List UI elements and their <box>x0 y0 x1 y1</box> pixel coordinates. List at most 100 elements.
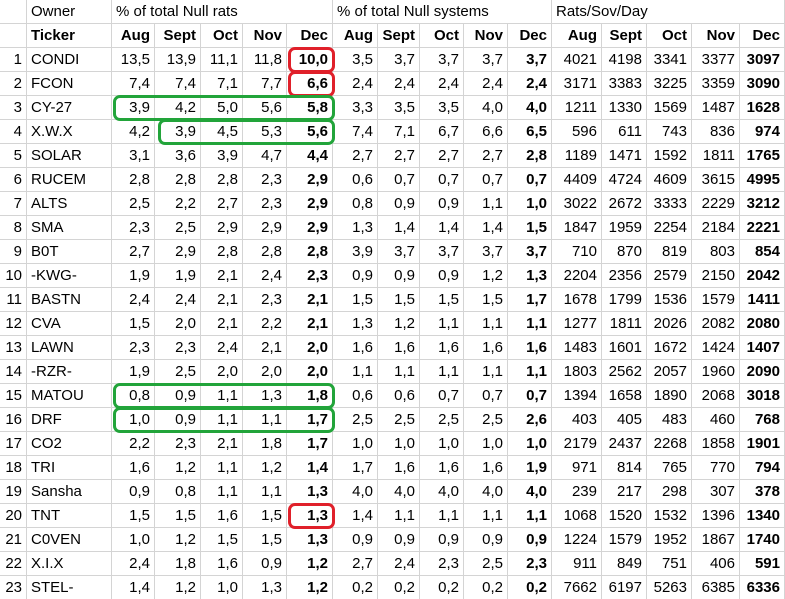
value-cell: 1,9 <box>155 264 201 288</box>
value-cell: 1330 <box>602 96 647 120</box>
value-cell: 1,5 <box>333 288 378 312</box>
highlight-box <box>288 503 335 529</box>
value-cell: 1396 <box>692 504 740 528</box>
value-cell: 1,5 <box>155 504 201 528</box>
row-number: 13 <box>0 336 27 360</box>
value-cell: 6385 <box>692 576 740 599</box>
value-cell: 2,1 <box>243 336 287 360</box>
value-cell: 4995 <box>740 168 785 192</box>
value-cell: 3,7 <box>508 48 552 72</box>
value-cell: 2,4 <box>420 72 464 96</box>
value-cell: 1,6 <box>508 336 552 360</box>
value-cell: 1,1 <box>333 360 378 384</box>
value-cell: 2,8 <box>201 240 243 264</box>
value-cell: 1,4 <box>287 456 333 480</box>
value-cell: 1,4 <box>464 216 508 240</box>
value-cell: 2057 <box>647 360 692 384</box>
value-cell: 2,9 <box>155 240 201 264</box>
value-cell: 3090 <box>740 72 785 96</box>
value-cell: 2,9 <box>243 216 287 240</box>
value-cell: 2,5 <box>464 408 508 432</box>
column-header: Oct <box>647 24 692 48</box>
value-cell: 1740 <box>740 528 785 552</box>
value-cell: 1532 <box>647 504 692 528</box>
value-cell: 1424 <box>692 336 740 360</box>
value-cell: 7,4 <box>333 120 378 144</box>
ticker: Sansha <box>27 480 112 504</box>
value-cell: 1068 <box>552 504 602 528</box>
value-cell: 765 <box>647 456 692 480</box>
value-cell: 1,6 <box>420 456 464 480</box>
value-cell: 1,6 <box>201 504 243 528</box>
value-cell: 1,9 <box>508 456 552 480</box>
value-cell: 4,4 <box>287 144 333 168</box>
value-cell: 1,0 <box>508 192 552 216</box>
value-cell: 3,7 <box>420 240 464 264</box>
value-cell: 1,5 <box>201 528 243 552</box>
value-cell: 2,2 <box>243 312 287 336</box>
value-cell: 1,8 <box>155 552 201 576</box>
value-cell: 6,6 <box>464 120 508 144</box>
value-cell: 2042 <box>740 264 785 288</box>
row-number: 10 <box>0 264 27 288</box>
value-cell: 1,2 <box>287 552 333 576</box>
value-cell: 1867 <box>692 528 740 552</box>
value-cell: 2,4 <box>155 288 201 312</box>
value-cell: 1,4 <box>378 216 420 240</box>
value-cell: 2,8 <box>243 240 287 264</box>
value-cell: 1,0 <box>464 432 508 456</box>
value-cell: 1,2 <box>287 576 333 599</box>
value-cell: 3,5 <box>378 96 420 120</box>
value-cell: 2,4 <box>201 336 243 360</box>
value-cell: 1,1 <box>464 312 508 336</box>
value-cell: 2179 <box>552 432 602 456</box>
ticker: X.W.X <box>27 120 112 144</box>
value-cell: 1277 <box>552 312 602 336</box>
value-cell: 1569 <box>647 96 692 120</box>
value-cell: 836 <box>692 120 740 144</box>
value-cell: 2,7 <box>333 552 378 576</box>
value-cell: 1678 <box>552 288 602 312</box>
value-cell: 854 <box>740 240 785 264</box>
value-cell: 0,2 <box>464 576 508 599</box>
value-cell: 0,9 <box>378 192 420 216</box>
value-cell: 0,6 <box>378 384 420 408</box>
value-cell: 0,2 <box>508 576 552 599</box>
value-cell: 1628 <box>740 96 785 120</box>
value-cell: 2,0 <box>287 336 333 360</box>
value-cell: 2204 <box>552 264 602 288</box>
value-cell: 1,6 <box>201 552 243 576</box>
column-header: Ticker <box>27 24 112 48</box>
highlight-box <box>113 407 335 433</box>
value-cell: 3,7 <box>464 240 508 264</box>
value-cell: 1487 <box>692 96 740 120</box>
value-cell: 1,5 <box>243 528 287 552</box>
value-cell: 819 <box>647 240 692 264</box>
value-cell: 2,3 <box>287 264 333 288</box>
value-cell: 1,0 <box>508 432 552 456</box>
value-cell: 1799 <box>602 288 647 312</box>
value-cell: 0,7 <box>464 168 508 192</box>
value-cell: 7,4 <box>155 72 201 96</box>
group-header: % of total Null rats <box>112 0 333 24</box>
value-cell: 3,5 <box>420 96 464 120</box>
value-cell: 1811 <box>692 144 740 168</box>
row-number: 17 <box>0 432 27 456</box>
value-cell: 2,9 <box>287 168 333 192</box>
value-cell: 751 <box>647 552 692 576</box>
value-cell: 1407 <box>740 336 785 360</box>
value-cell: 2,3 <box>243 192 287 216</box>
highlight-box <box>113 383 335 409</box>
value-cell: 1,4 <box>112 576 155 599</box>
value-cell: 2,0 <box>155 312 201 336</box>
value-cell: 7,4 <box>112 72 155 96</box>
value-cell: 1189 <box>552 144 602 168</box>
owner-header: Owner <box>27 0 112 24</box>
value-cell: 1,7 <box>287 432 333 456</box>
ticker: CO2 <box>27 432 112 456</box>
row-number: 5 <box>0 144 27 168</box>
value-cell: 405 <box>602 408 647 432</box>
value-cell: 1,1 <box>201 456 243 480</box>
value-cell: 1,4 <box>420 216 464 240</box>
value-cell: 1579 <box>602 528 647 552</box>
